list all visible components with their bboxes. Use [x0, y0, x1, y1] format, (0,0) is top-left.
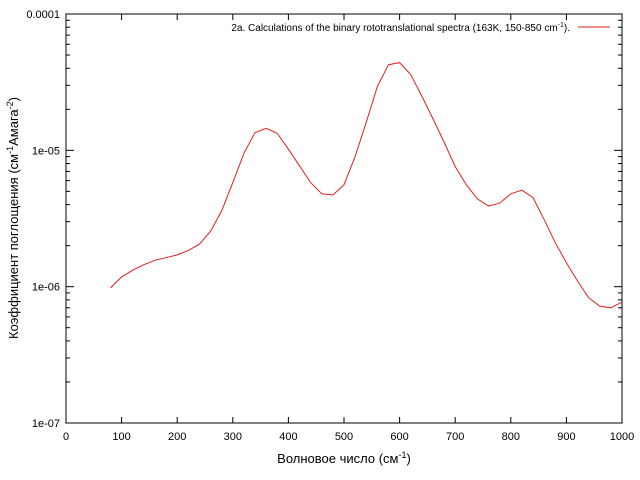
y-tick-label: 0.0001	[26, 9, 60, 21]
plot-frame	[65, 13, 623, 424]
y-tick-label: 1e-07	[32, 418, 60, 430]
x-axis-ticks: 0 100 200 300 400 500 600 700 800 900 1000	[63, 14, 634, 443]
x-tick-label: 900	[557, 431, 575, 443]
x-tick-label: 800	[502, 431, 520, 443]
x-tick-label: 300	[224, 431, 242, 443]
x-tick-label: 1000	[610, 431, 634, 443]
y-tick-label: 1e-05	[32, 145, 60, 157]
legend-entry-label: 2a. Calculations of the binary rototrans…	[231, 22, 570, 34]
legend: 2a. Calculations of the binary rototrans…	[231, 22, 610, 34]
x-tick-label: 500	[335, 431, 353, 443]
x-tick-label: 100	[112, 431, 130, 443]
x-tick-label: 400	[279, 431, 297, 443]
x-tick-label: 600	[390, 431, 408, 443]
y-axis-ticks: 1e-07 1e-06 1e-05 0.0001	[26, 9, 622, 430]
x-axis-title: Волновое число (см-1)	[277, 450, 411, 466]
x-tick-label: 200	[168, 431, 186, 443]
y-axis-title: Коэффициент поглощения (см-1Амага-2)	[5, 97, 21, 339]
y-tick-label: 1e-06	[32, 282, 60, 294]
series-line	[110, 62, 623, 309]
x-tick-label: 0	[63, 431, 69, 443]
x-tick-label: 700	[446, 431, 464, 443]
